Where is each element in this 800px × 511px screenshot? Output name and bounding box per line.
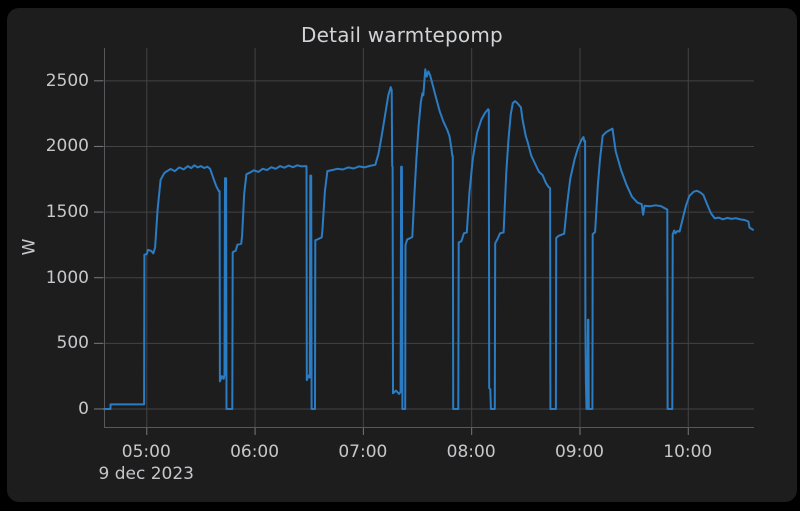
plot-area[interactable]: [93, 48, 754, 435]
x-tick-label: 06:00: [230, 442, 280, 462]
y-axis-title: W: [19, 238, 40, 256]
y-tick-label: 2000: [45, 136, 89, 157]
series-line[interactable]: [102, 68, 754, 410]
x-tick-label: 05:00: [121, 442, 171, 462]
y-tick-label: 500: [56, 333, 89, 354]
chart-title: Detail warmtepomp: [301, 23, 503, 47]
x-tick-label: 09:00: [554, 442, 604, 462]
line-chart-svg: [93, 48, 754, 435]
y-tick-label: 1500: [45, 202, 89, 223]
x-tick-label: 10:00: [663, 442, 713, 462]
x-tick-label: 08:00: [446, 442, 496, 462]
x-axis-date-label: 9 dec 2023: [98, 464, 194, 484]
y-tick-label: 0: [78, 398, 89, 419]
y-tick-label: 1000: [45, 267, 89, 288]
chart-card: Detail warmtepomp W 05:00 06:00 07:00 08:00…: [7, 8, 797, 502]
x-tick-label: 07:00: [338, 442, 388, 462]
y-tick-label: 2500: [45, 70, 89, 91]
